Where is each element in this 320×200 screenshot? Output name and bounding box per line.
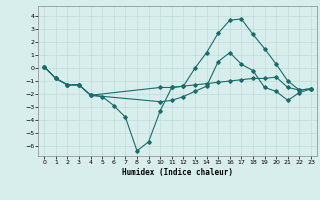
X-axis label: Humidex (Indice chaleur): Humidex (Indice chaleur) <box>122 168 233 177</box>
